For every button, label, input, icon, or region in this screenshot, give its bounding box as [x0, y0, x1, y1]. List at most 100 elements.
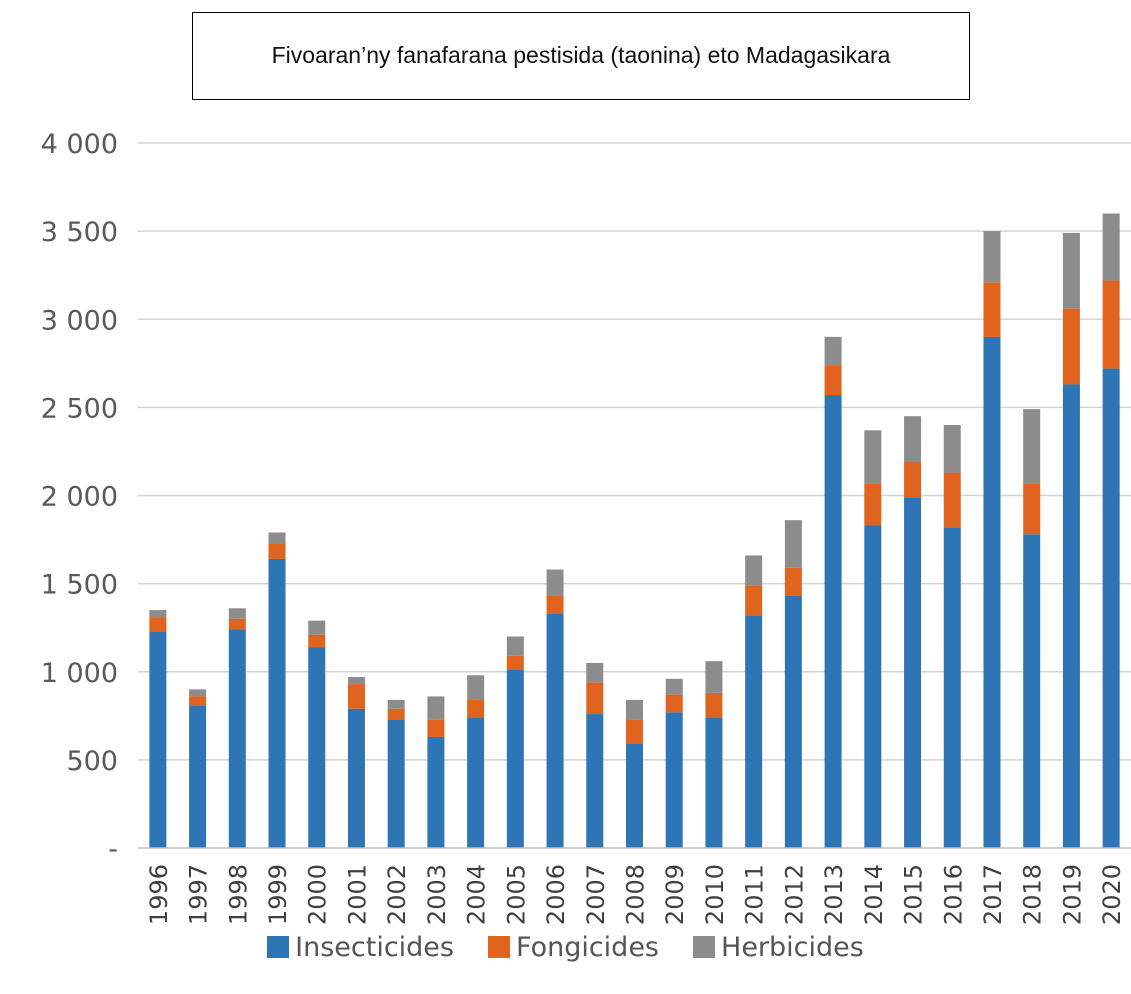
- y-tick-label: 500: [66, 746, 118, 777]
- legend-item-herbicides: Herbicides: [693, 932, 864, 963]
- y-tick-label: 1 000: [41, 658, 118, 689]
- x-tick-label-1997: 1997: [185, 864, 213, 925]
- x-tick-label-2017: 2017: [979, 864, 1007, 925]
- bar-fongicides-2013: [824, 365, 842, 396]
- bar-fongicides-2002: [387, 708, 405, 720]
- bar-insecticides-2013: [824, 395, 842, 848]
- bar-insecticides-2000: [308, 647, 326, 848]
- bar-herbicides-2010: [705, 661, 723, 693]
- bar-insecticides-2002: [387, 719, 405, 848]
- bar-herbicides-2000: [308, 620, 326, 635]
- bars: [149, 213, 1120, 848]
- x-tick-label-2016: 2016: [939, 864, 967, 925]
- bar-insecticides-2016: [943, 527, 961, 848]
- bar-fongicides-2016: [943, 472, 961, 528]
- bar-herbicides-2018: [1023, 409, 1041, 484]
- bar-herbicides-2019: [1062, 232, 1080, 309]
- bar-herbicides-2015: [904, 416, 922, 463]
- bar-insecticides-2001: [347, 708, 365, 848]
- y-tick-label: 2 500: [41, 393, 118, 424]
- bar-herbicides-1997: [189, 689, 207, 697]
- bar-fongicides-2007: [586, 682, 604, 715]
- bar-insecticides-2005: [506, 669, 524, 848]
- bar-insecticides-2011: [745, 615, 763, 848]
- bar-herbicides-2006: [546, 569, 564, 596]
- bar-herbicides-1996: [149, 610, 167, 618]
- bar-herbicides-2020: [1102, 213, 1120, 281]
- gridlines: [138, 142, 1131, 761]
- legend-item-fongicides: Fongicides: [488, 932, 659, 963]
- x-tick-label-2001: 2001: [343, 864, 371, 925]
- bar-insecticides-1998: [228, 629, 246, 848]
- bar-insecticides-2006: [546, 613, 564, 848]
- bar-fongicides-1996: [149, 617, 167, 632]
- x-axis-tick-labels: 1996 1997 1998 1999 2000 2001 2002 2003 2004 2005…: [145, 864, 1126, 925]
- y-tick-label: -: [108, 834, 118, 865]
- bar-fongicides-2012: [784, 567, 802, 596]
- bar-insecticides-2018: [1023, 534, 1041, 848]
- legend-label-fongicides: Fongicides: [516, 931, 660, 963]
- x-tick-label-1998: 1998: [224, 864, 252, 925]
- y-axis-tick-labels: - 500 1 000 1 500 2 000 2 500 3 000 3 500 4 000: [41, 129, 118, 865]
- x-tick-label-2018: 2018: [1019, 864, 1047, 925]
- x-tick-label-2010: 2010: [701, 864, 729, 925]
- bar-insecticides-1996: [149, 631, 167, 848]
- bar-insecticides-2007: [586, 714, 604, 848]
- x-tick-label-2000: 2000: [304, 864, 332, 925]
- bar-insecticides-1999: [268, 558, 286, 848]
- bar-herbicides-2014: [864, 430, 882, 484]
- bar-fongicides-1998: [228, 618, 246, 630]
- chart-title: Fivoaran’ny fanafarana pestisida (taonin…: [192, 12, 970, 100]
- bar-fongicides-2017: [983, 282, 1001, 337]
- legend-swatch-fongicides: [488, 936, 510, 958]
- bar-insecticides-2012: [784, 595, 802, 848]
- bar-fongicides-2015: [904, 462, 922, 498]
- bar-insecticides-2015: [904, 497, 922, 848]
- bar-insecticides-2014: [864, 525, 882, 848]
- bar-fongicides-2014: [864, 483, 882, 526]
- x-tick-label-1996: 1996: [145, 864, 173, 925]
- bar-insecticides-2020: [1102, 368, 1120, 848]
- bar-insecticides-2017: [983, 336, 1001, 848]
- bar-herbicides-2009: [665, 678, 683, 695]
- x-tick-label-2005: 2005: [502, 864, 530, 925]
- bar-fongicides-2003: [427, 719, 445, 737]
- bar-insecticides-2009: [665, 712, 683, 848]
- bar-herbicides-2004: [467, 675, 485, 700]
- bar-herbicides-2003: [427, 696, 445, 720]
- bar-herbicides-2001: [347, 677, 365, 685]
- bar-fongicides-2005: [506, 655, 524, 670]
- x-tick-label-2006: 2006: [542, 864, 570, 925]
- bar-fongicides-2000: [308, 634, 326, 648]
- x-tick-label-2020: 2020: [1098, 864, 1126, 925]
- bar-insecticides-2004: [467, 717, 485, 848]
- legend-label-herbicides: Herbicides: [721, 931, 864, 963]
- bar-herbicides-2008: [626, 699, 643, 720]
- bar-herbicides-2017: [983, 231, 1001, 283]
- bar-herbicides-1999: [268, 532, 286, 544]
- bar-insecticides-2010: [705, 717, 723, 848]
- x-tick-label-1999: 1999: [264, 864, 292, 925]
- bar-herbicides-2013: [824, 336, 842, 366]
- bar-herbicides-2002: [387, 699, 405, 709]
- x-tick-label-2008: 2008: [622, 864, 650, 925]
- legend-swatch-herbicides: [693, 936, 716, 958]
- bar-fongicides-2001: [347, 684, 365, 709]
- bar-insecticides-2019: [1062, 384, 1080, 848]
- x-tick-label-2009: 2009: [661, 864, 689, 925]
- bar-herbicides-2011: [745, 555, 763, 586]
- x-tick-label-2019: 2019: [1058, 864, 1086, 925]
- bar-herbicides-1998: [228, 608, 246, 619]
- x-tick-label-2007: 2007: [582, 864, 610, 925]
- bar-fongicides-2006: [546, 595, 564, 614]
- bar-fongicides-2019: [1062, 308, 1080, 385]
- bar-fongicides-1999: [268, 543, 286, 559]
- bar-fongicides-2020: [1102, 280, 1120, 369]
- x-tick-label-2011: 2011: [741, 864, 769, 925]
- legend-swatch-insecticides: [267, 936, 290, 958]
- bar-herbicides-2012: [784, 520, 802, 568]
- bar-insecticides-1997: [189, 705, 207, 848]
- x-tick-label-2014: 2014: [860, 864, 888, 925]
- legend-label-insecticides: Insecticides: [295, 931, 454, 963]
